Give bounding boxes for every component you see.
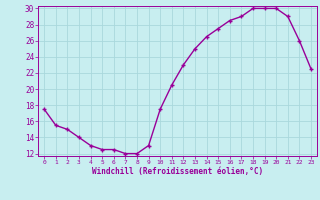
X-axis label: Windchill (Refroidissement éolien,°C): Windchill (Refroidissement éolien,°C) bbox=[92, 167, 263, 176]
